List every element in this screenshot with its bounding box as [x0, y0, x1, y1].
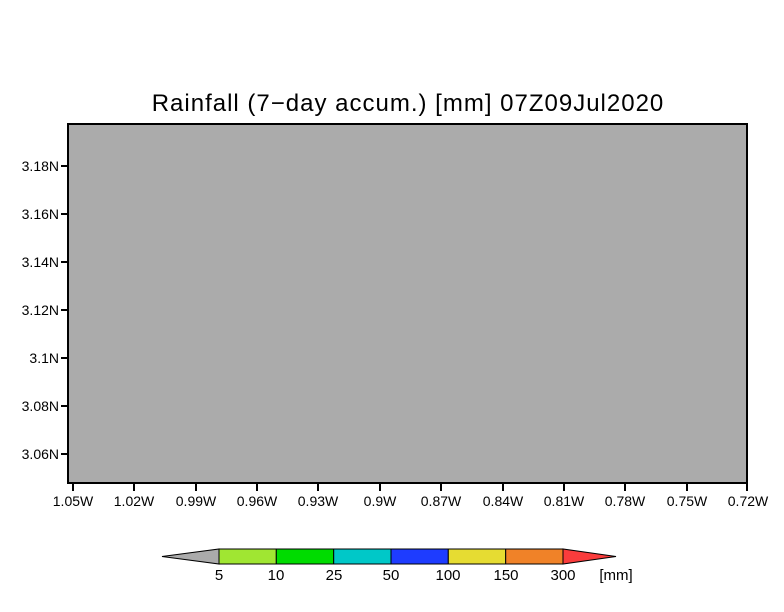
x-axis-tick-label: 1.02W — [113, 493, 155, 509]
x-axis-tick-mark — [686, 484, 688, 491]
x-axis-tick-mark — [317, 484, 319, 491]
x-axis-tick-label: 0.96W — [236, 493, 278, 509]
colorbar-segment-25-50 — [333, 548, 392, 565]
x-axis-tick-mark — [502, 484, 504, 491]
y-axis-tick-mark — [61, 213, 68, 215]
x-axis-tick-mark — [440, 484, 442, 491]
y-axis-tick-label: 3.18N — [21, 158, 59, 174]
y-axis-tick-label: 3.08N — [21, 398, 59, 414]
x-axis-tick-mark — [72, 484, 74, 491]
plot-area — [67, 123, 748, 484]
chart-title: Rainfall (7−day accum.) [mm] 07Z09Jul202… — [151, 90, 665, 117]
colorbar-tick-label: 10 — [267, 567, 285, 584]
x-axis-tick-label: 0.99W — [175, 493, 217, 509]
x-axis-tick-label: 0.81W — [543, 493, 585, 509]
x-axis-tick-mark — [624, 484, 626, 491]
x-axis-tick-label: 0.9W — [363, 493, 397, 509]
y-axis-tick-mark — [61, 357, 68, 359]
y-axis-tick-label: 3.14N — [21, 254, 59, 270]
rainfall-field-fill — [69, 125, 746, 482]
colorbar-segment-150-300 — [505, 548, 564, 565]
y-axis-tick-label: 3.12N — [21, 302, 59, 318]
colorbar-tick-label: 25 — [325, 567, 343, 584]
y-axis-tick-label: 3.1N — [29, 350, 59, 366]
x-axis-tick-mark — [379, 484, 381, 491]
colorbar-tick-label: 50 — [382, 567, 400, 584]
x-axis-tick-label: 0.87W — [420, 493, 462, 509]
colorbar-right-arrow — [562, 548, 617, 565]
y-axis-tick-mark — [61, 309, 68, 311]
colorbar-segment-10-25 — [275, 548, 335, 565]
x-axis-tick-mark — [256, 484, 258, 491]
colorbar-tick-label: 5 — [214, 567, 224, 584]
y-axis-tick-label: 3.16N — [21, 206, 59, 222]
x-axis-tick-label: 1.05W — [52, 493, 94, 509]
colorbar — [161, 548, 617, 565]
y-axis-tick-mark — [61, 261, 68, 263]
x-axis-tick-label: 0.93W — [297, 493, 339, 509]
colorbar-unit-label: [mm] — [599, 567, 633, 584]
colorbar-tick-label: 100 — [435, 567, 461, 584]
colorbar-segment-50-100 — [390, 548, 449, 565]
x-axis-tick-mark — [195, 484, 197, 491]
colorbar-tick-label: 150 — [493, 567, 519, 584]
x-axis-tick-mark — [563, 484, 565, 491]
y-axis-tick-mark — [61, 405, 68, 407]
colorbar-left-arrow — [161, 548, 220, 565]
x-axis-tick-label: 0.72W — [727, 493, 769, 509]
colorbar-segment-5-10 — [218, 548, 277, 565]
colorbar-tick-label: 300 — [550, 567, 576, 584]
colorbar-segment-100-150 — [447, 548, 507, 565]
x-axis-tick-label: 0.75W — [666, 493, 708, 509]
x-axis-tick-label: 0.84W — [482, 493, 524, 509]
y-axis-tick-label: 3.06N — [21, 446, 59, 462]
x-axis-tick-mark — [746, 484, 748, 491]
x-axis-tick-label: 0.78W — [604, 493, 646, 509]
y-axis-tick-mark — [61, 453, 68, 455]
x-axis-tick-mark — [133, 484, 135, 491]
y-axis-tick-mark — [61, 165, 68, 167]
